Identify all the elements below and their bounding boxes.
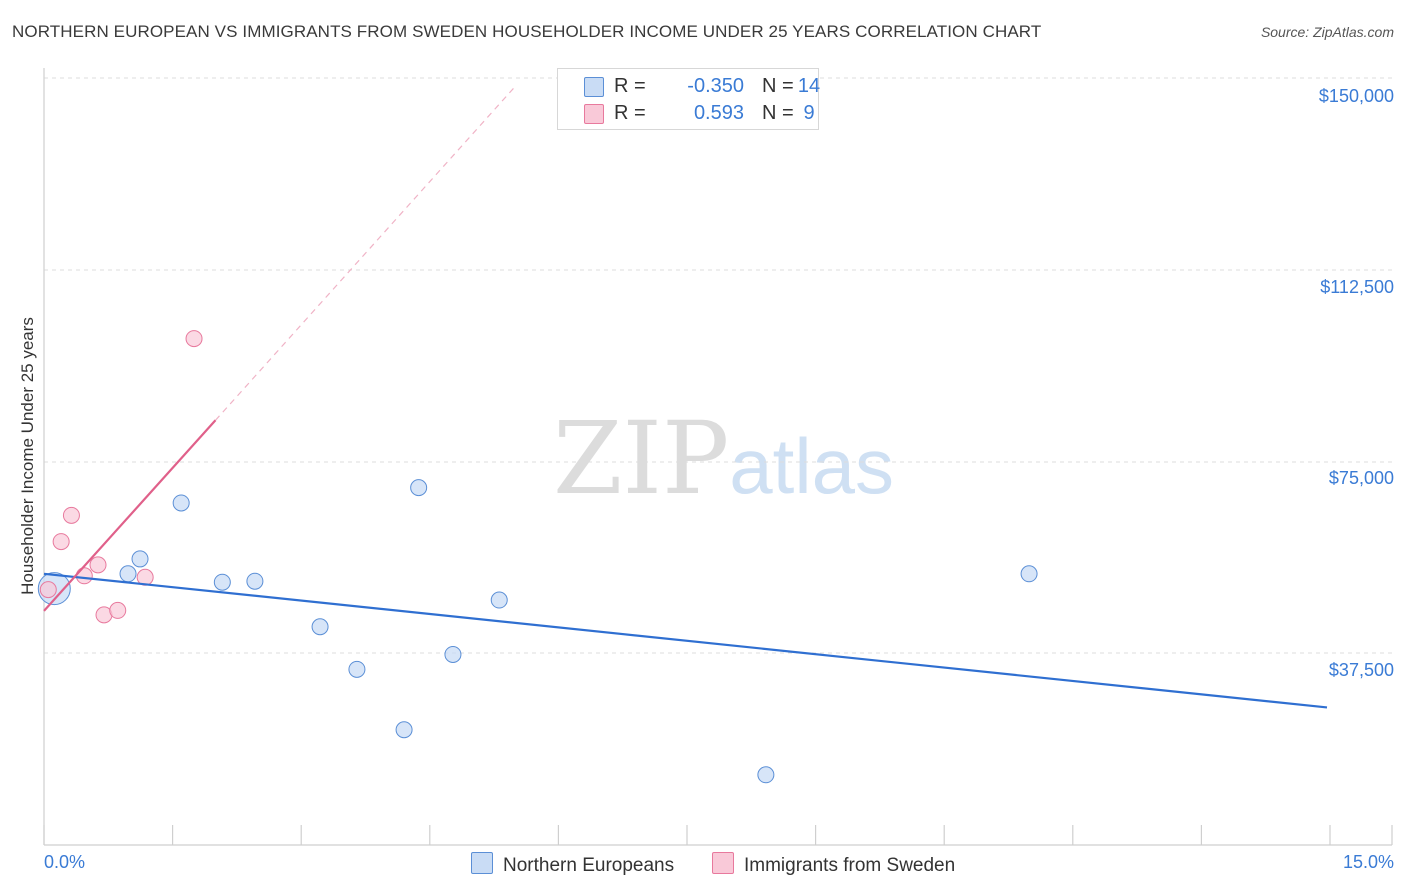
point-northern-europeans	[213, 573, 231, 591]
legend-n-label: N =	[762, 75, 794, 97]
y-tick-label-112500: $112,500	[1320, 277, 1394, 297]
trendline-northern-europeans	[43, 572, 1328, 709]
bottom-legend-northern-europeans: Northern Europeans	[471, 852, 674, 877]
bottom-legend-immigrants-sweden: Immigrants from Sweden	[712, 852, 955, 877]
legend-swatch-pink	[584, 104, 604, 124]
legend-r-label: R =	[614, 75, 646, 97]
bottom-legend-swatch-blue	[471, 852, 493, 874]
chart-source: Source: ZipAtlas.com	[1260, 24, 1394, 40]
point-northern-europeans	[444, 645, 462, 663]
point-immigrants-sweden	[62, 506, 80, 524]
point-northern-europeans	[246, 572, 264, 590]
point-immigrants-sweden	[52, 533, 70, 551]
point-northern-europeans	[757, 766, 775, 784]
legend-swatch-blue	[584, 77, 604, 97]
point-northern-europeans	[119, 565, 137, 583]
legend-n-value: 9	[803, 102, 815, 124]
legend-n-value: 14	[797, 75, 821, 97]
y-tick-label-150000: $150,000	[1318, 86, 1394, 106]
correlation-legend: R = -0.350 N = 14 R = 0.593 N = 9	[557, 68, 821, 130]
trendline-immigrants-sweden	[43, 419, 217, 612]
legend-r-value: 0.593	[693, 102, 744, 124]
point-immigrants-sweden	[75, 567, 93, 585]
point-northern-europeans	[348, 660, 366, 678]
point-immigrants-sweden	[185, 330, 203, 348]
point-northern-europeans	[395, 721, 413, 739]
y-tick-label-37500: $37,500	[1328, 660, 1394, 680]
chart-title: NORTHERN EUROPEAN VS IMMIGRANTS FROM SWE…	[12, 22, 1042, 41]
point-immigrants-sweden	[109, 601, 127, 619]
trendline-immigrants-sweden-extension	[215, 85, 516, 421]
point-northern-europeans	[131, 550, 149, 568]
point-northern-europeans	[1020, 565, 1038, 583]
legend-r-value: -0.350	[687, 75, 744, 97]
bottom-legend-swatch-pink	[712, 852, 734, 874]
point-immigrants-sweden	[39, 581, 57, 599]
point-northern-europeans	[490, 591, 508, 609]
point-northern-europeans	[410, 479, 428, 497]
point-immigrants-sweden	[89, 556, 107, 574]
point-northern-europeans	[172, 494, 190, 512]
x-tick-label-max: 15.0%	[1342, 852, 1394, 872]
y-tick-label-75000: $75,000	[1328, 468, 1394, 488]
legend-n-label: N =	[762, 102, 794, 124]
bottom-legend-label: Northern Europeans	[503, 855, 675, 876]
point-northern-europeans	[311, 618, 329, 636]
legend-r-label: R =	[614, 102, 646, 124]
bottom-legend-label: Immigrants from Sweden	[744, 855, 956, 876]
x-tick-label-min: 0.0%	[44, 852, 86, 872]
